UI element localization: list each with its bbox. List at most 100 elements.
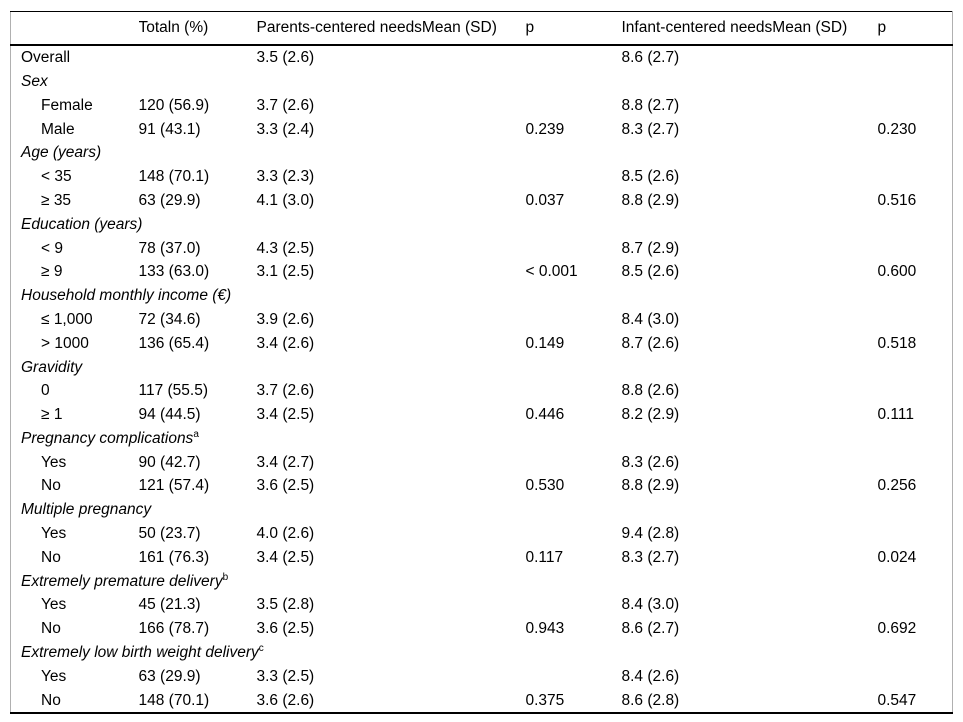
empty-cell xyxy=(878,570,953,594)
footnote-marker: b xyxy=(222,571,229,583)
infant-mean-cell: 8.8 (2.9) xyxy=(621,477,680,495)
section-row: Pregnancy complicationsa xyxy=(11,427,953,451)
parents-p-cell xyxy=(526,236,622,260)
section-row: Household monthly income (€) xyxy=(11,284,953,308)
table-row: ≥ 35 63 (29.9) 4.1 (3.0) 0.037 8.8 (2.9) 0.51… xyxy=(11,189,953,213)
parents-p-cell: < 0.001 xyxy=(525,263,578,281)
infant-p-cell xyxy=(878,308,953,332)
column-header-p-infant: p xyxy=(877,11,953,46)
row-label: No xyxy=(41,477,61,495)
empty-cell xyxy=(257,141,526,165)
empty-cell xyxy=(526,355,622,379)
parents-mean-cell: 3.6 (2.5) xyxy=(256,620,315,638)
total-cell: 148 (70.1) xyxy=(138,168,210,186)
infant-mean-cell: 8.5 (2.6) xyxy=(621,168,680,186)
table-row: Female 120 (56.9) 3.7 (2.6) 8.8 (2.7) xyxy=(11,94,953,118)
parents-mean-cell: 3.7 (2.6) xyxy=(256,382,315,400)
infant-mean-cell: 8.4 (3.0) xyxy=(621,310,680,328)
total-cell: 94 (44.5) xyxy=(138,406,201,424)
section-label-text: Gravidity xyxy=(21,358,83,376)
section-label-text: Household monthly income (€) xyxy=(21,287,232,305)
row-label: Yes xyxy=(41,596,67,614)
total-cell: 63 (29.9) xyxy=(138,667,201,685)
section-label: Pregnancy complicationsa xyxy=(11,427,199,451)
section-label: Sex xyxy=(11,70,139,94)
parents-mean-cell: 3.3 (2.5) xyxy=(256,667,315,685)
column-header-total: Totaln (%) xyxy=(138,11,257,46)
total-cell: 117 (55.5) xyxy=(138,382,209,400)
section-row: Extremely premature deliveryb xyxy=(11,570,953,594)
row-label: < 35 xyxy=(41,168,72,186)
total-cell: 166 (78.7) xyxy=(138,620,210,638)
parents-p-cell: 0.239 xyxy=(525,120,565,138)
column-header-p-parents: p xyxy=(525,11,622,46)
empty-cell xyxy=(878,641,953,665)
section-label-text: Age (years) xyxy=(21,144,102,162)
row-label: ≤ 1,000 xyxy=(41,310,93,328)
infant-p-cell: 0.518 xyxy=(877,334,917,352)
infant-p-cell: 0.024 xyxy=(877,548,917,566)
parents-p-cell xyxy=(526,451,622,475)
footnote-marker: a xyxy=(193,428,199,440)
infant-p-cell xyxy=(878,379,953,403)
empty-cell xyxy=(878,70,953,94)
empty-cell xyxy=(139,213,257,237)
empty-cell xyxy=(878,355,953,379)
table-row: Overall 3.5 (2.6) 8.6 (2.7) xyxy=(11,45,953,70)
parents-mean-cell: 3.9 (2.6) xyxy=(256,310,315,328)
table-body: Overall 3.5 (2.6) 8.6 (2.7) Sex Female 120 (5… xyxy=(11,45,953,713)
parents-mean-cell: 4.0 (2.6) xyxy=(256,525,315,543)
row-label: No xyxy=(41,620,61,638)
empty-cell xyxy=(139,141,257,165)
empty-cell xyxy=(139,70,257,94)
empty-cell xyxy=(257,498,526,522)
table-row: Yes 45 (21.3) 3.5 (2.8) 8.4 (3.0) xyxy=(11,593,953,617)
section-label: Household monthly income (€) xyxy=(11,284,231,308)
infant-mean-cell: 8.3 (2.6) xyxy=(621,453,680,471)
table-row: ≥ 1 94 (44.5) 3.4 (2.5) 0.446 8.2 (2.9) 0.111 xyxy=(11,403,953,427)
empty-cell xyxy=(526,284,622,308)
parents-p-cell xyxy=(526,665,622,689)
total-cell xyxy=(139,45,257,70)
section-row: Extremely low birth weight deliveryc xyxy=(11,641,953,665)
empty-cell xyxy=(257,355,526,379)
total-cell: 50 (23.7) xyxy=(138,525,201,543)
empty-cell xyxy=(526,427,622,451)
empty-cell xyxy=(622,70,878,94)
row-label: No xyxy=(41,691,61,709)
parents-p-cell: 0.943 xyxy=(525,620,565,638)
infant-p-cell xyxy=(878,236,953,260)
empty-cell xyxy=(257,641,526,665)
total-cell: 120 (56.9) xyxy=(138,96,210,114)
empty-cell xyxy=(878,141,953,165)
infant-mean-cell: 8.8 (2.7) xyxy=(621,96,680,114)
parents-p-cell xyxy=(526,379,622,403)
infant-p-cell: 0.692 xyxy=(877,620,917,638)
row-label: ≥ 35 xyxy=(41,191,72,209)
total-cell: 45 (21.3) xyxy=(138,596,201,614)
infant-mean-cell: 8.7 (2.9) xyxy=(621,239,680,257)
empty-cell xyxy=(622,355,878,379)
parents-mean-cell: 3.4 (2.5) xyxy=(256,406,315,424)
table-row: > 1000 136 (65.4) 3.4 (2.6) 0.149 8.7 (2.6) 0… xyxy=(11,332,953,356)
table-row: Yes 90 (42.7) 3.4 (2.7) 8.3 (2.6) xyxy=(11,451,953,475)
section-label: Age (years) xyxy=(11,141,139,165)
empty-cell xyxy=(526,213,622,237)
parents-mean-cell: 3.3 (2.3) xyxy=(256,168,315,186)
infant-p-cell xyxy=(878,665,953,689)
table-row: No 166 (78.7) 3.6 (2.5) 0.943 8.6 (2.7) 0.692 xyxy=(11,617,953,641)
infant-mean-cell: 8.2 (2.9) xyxy=(621,406,680,424)
empty-cell xyxy=(878,427,953,451)
table-row: No 148 (70.1) 3.6 (2.6) 0.375 8.6 (2.8) 0.547 xyxy=(11,689,953,714)
needs-statistics-table: Totaln (%) Parents-centered needsMean (SD… xyxy=(10,11,953,715)
infant-mean-cell: 8.3 (2.7) xyxy=(621,120,680,138)
parents-p-cell: 0.375 xyxy=(525,691,565,709)
infant-p-cell: 0.600 xyxy=(877,263,917,281)
row-label: No xyxy=(41,548,61,566)
total-cell: 121 (57.4) xyxy=(138,477,210,495)
infant-mean-cell: 8.8 (2.6) xyxy=(621,382,680,400)
empty-cell xyxy=(878,213,953,237)
table-row: < 35 148 (70.1) 3.3 (2.3) 8.5 (2.6) xyxy=(11,165,953,189)
total-cell: 63 (29.9) xyxy=(138,191,201,209)
